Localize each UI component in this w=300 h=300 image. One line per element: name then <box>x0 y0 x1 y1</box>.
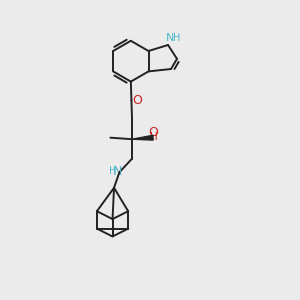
Text: N: N <box>112 165 122 178</box>
Text: H: H <box>150 131 158 142</box>
Text: H: H <box>173 33 180 43</box>
Text: N: N <box>166 33 175 43</box>
Text: H: H <box>109 166 116 176</box>
Text: O: O <box>149 126 159 139</box>
Text: O: O <box>133 94 142 107</box>
Polygon shape <box>132 135 153 140</box>
